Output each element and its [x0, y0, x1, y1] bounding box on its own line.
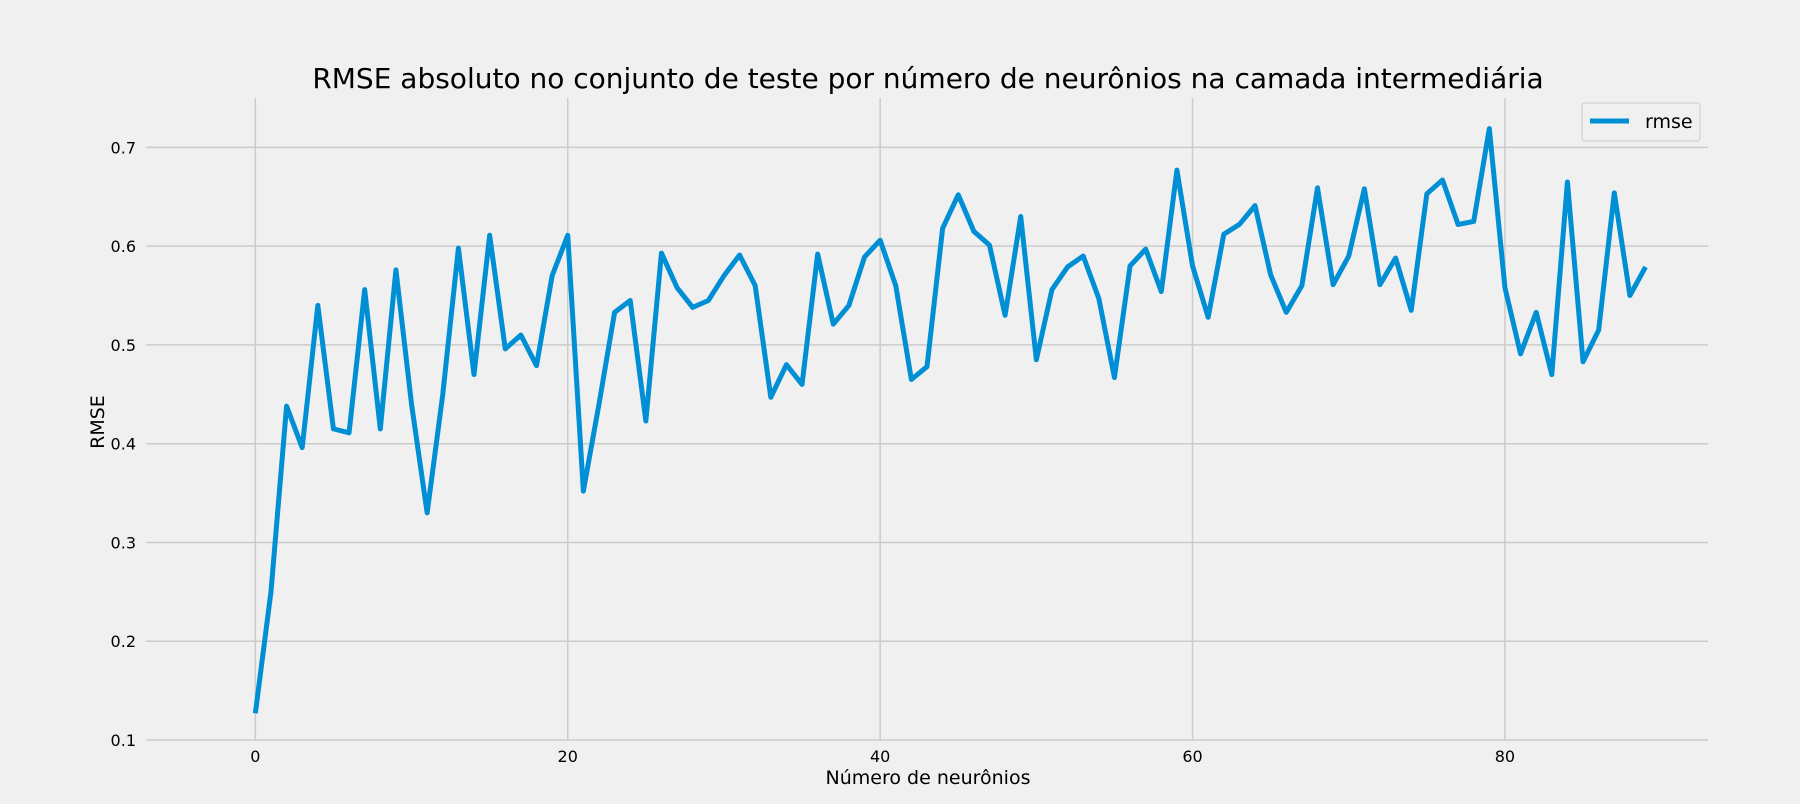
- y-axis-label: RMSE: [87, 395, 109, 449]
- chart-title: RMSE absoluto no conjunto de teste por n…: [312, 62, 1543, 95]
- y-tick-label: 0.1: [111, 731, 136, 750]
- x-tick-label: 80: [1495, 747, 1515, 766]
- y-tick-label: 0.4: [111, 435, 136, 454]
- x-axis-label: Número de neurônios: [826, 767, 1031, 789]
- legend[interactable]: rmse: [1582, 103, 1700, 141]
- legend-label-rmse: rmse: [1645, 111, 1693, 133]
- y-tick-label: 0.6: [111, 237, 136, 256]
- x-tick-label: 40: [870, 747, 890, 766]
- y-tick-label: 0.2: [111, 632, 136, 651]
- x-tick-label: 20: [558, 747, 578, 766]
- y-tick-label: 0.7: [111, 138, 136, 157]
- x-tick-label: 60: [1182, 747, 1202, 766]
- x-tick-label: 0: [250, 747, 260, 766]
- y-tick-label: 0.5: [111, 336, 136, 355]
- y-tick-label: 0.3: [111, 533, 136, 552]
